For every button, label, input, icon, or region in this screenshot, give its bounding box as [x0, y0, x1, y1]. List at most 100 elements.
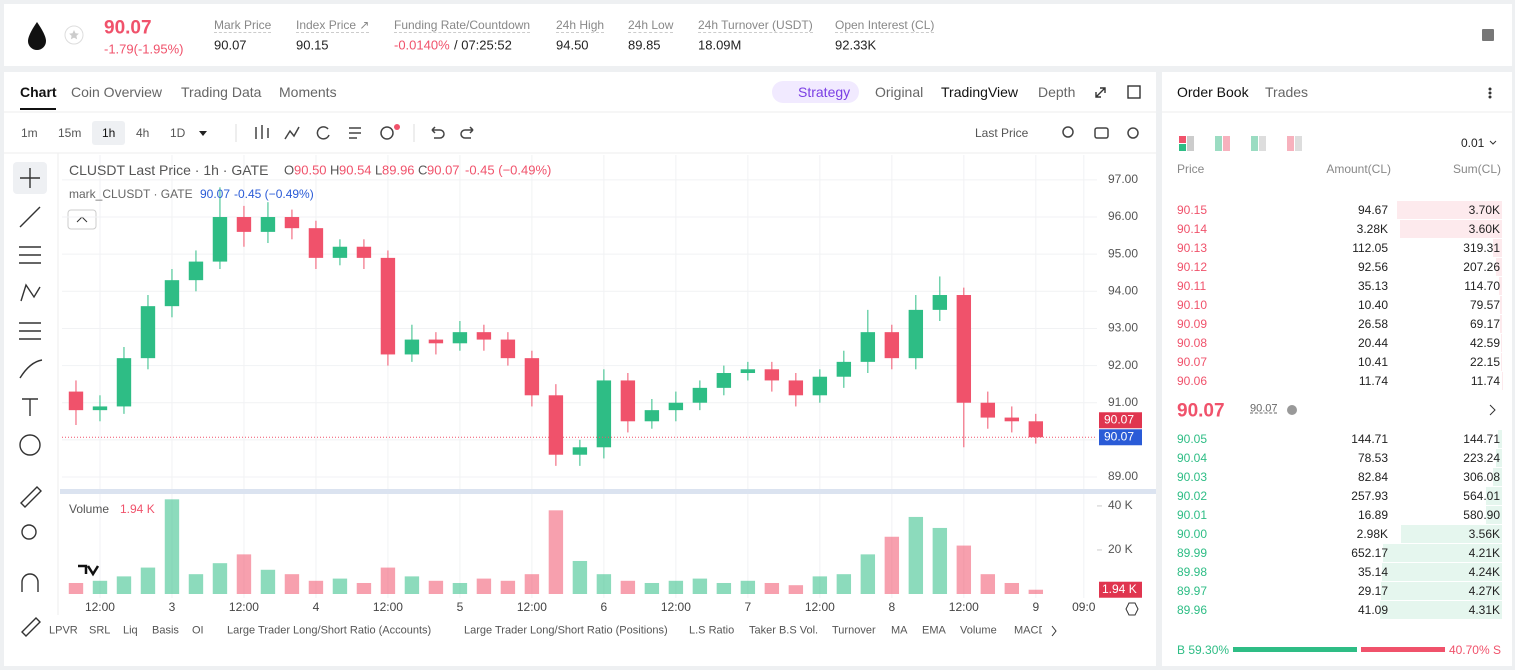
volume-bar: [236, 554, 252, 594]
view-icon[interactable]: [1287, 136, 1294, 151]
interval[interactable]: 1D: [170, 126, 186, 140]
book-icon[interactable]: [1482, 29, 1494, 41]
indicator-tab[interactable]: Taker B.S Vol.: [749, 624, 819, 637]
add-tool[interactable]: [380, 126, 394, 140]
camera-tool[interactable]: [1094, 127, 1109, 139]
line-tool[interactable]: [19, 206, 41, 228]
last-price-tag-label: 90.07: [1104, 412, 1134, 426]
collapse-button[interactable]: [67, 209, 97, 230]
stat-label: Mark Price: [214, 18, 272, 33]
view-tab[interactable]: Original: [875, 84, 924, 100]
indicator-tab[interactable]: MA: [891, 624, 908, 637]
book-price: 89.99: [1177, 546, 1208, 560]
view-icon[interactable]: [1295, 136, 1302, 151]
settings-tool[interactable]: [1127, 127, 1139, 139]
crosshair-tool[interactable]: [20, 168, 40, 188]
book-sum: 11.74: [1470, 374, 1500, 388]
search-tool[interactable]: [1062, 126, 1074, 138]
chart-tab[interactable]: Coin Overview: [71, 84, 163, 100]
view-tab[interactable]: Strategy: [798, 84, 851, 100]
tick-size[interactable]: 0.01: [1461, 136, 1485, 150]
undo-tool[interactable]: [431, 126, 445, 139]
indicator-tab[interactable]: Large Trader Long/Short Ratio (Accounts): [227, 624, 432, 637]
indicator-tab[interactable]: Liq: [123, 624, 138, 637]
depth-bar: [1499, 296, 1502, 314]
indicator-tab[interactable]: MACD: [1014, 625, 1042, 637]
indicator-tab[interactable]: Basis: [152, 624, 179, 637]
interval[interactable]: 1m: [21, 126, 38, 140]
fib-tool[interactable]: [19, 246, 41, 264]
x-tick-label: 5: [457, 600, 464, 614]
list-tool[interactable]: [349, 127, 361, 139]
view-icon[interactable]: [1223, 136, 1230, 151]
settings-hex[interactable]: [1125, 602, 1139, 616]
interval[interactable]: 15m: [58, 126, 82, 140]
depth-bar: [1495, 449, 1502, 467]
view-icon[interactable]: [1259, 136, 1266, 151]
window-icon[interactable]: [1127, 85, 1141, 99]
book-tab[interactable]: Trades: [1265, 84, 1309, 100]
depth-bar: [1397, 201, 1502, 219]
indicator-tab[interactable]: Volume: [960, 624, 997, 637]
x-tick-label: 12:00: [229, 600, 259, 614]
indicator-tab[interactable]: EMA: [922, 624, 946, 637]
book-sum: 319.31: [1463, 241, 1500, 255]
favorite-button[interactable]: [64, 25, 84, 45]
candles-tool[interactable]: [255, 125, 269, 139]
refresh-tool[interactable]: [316, 126, 330, 140]
pencil-tool[interactable]: [21, 617, 41, 637]
candle-body: [908, 309, 924, 359]
text-tool[interactable]: [22, 398, 38, 416]
brush-tool[interactable]: [19, 359, 43, 379]
book-amount: 82.84: [1357, 470, 1388, 484]
volume-bar: [644, 582, 660, 594]
projection-tool[interactable]: [19, 322, 41, 340]
indicator-tab[interactable]: L.S Ratio: [689, 624, 735, 637]
x-tick-label: 12:00: [373, 600, 403, 614]
column-header: Sum(CL): [1452, 162, 1501, 176]
mid-arrow[interactable]: [1489, 404, 1496, 416]
chart-tab[interactable]: Chart: [20, 84, 57, 100]
chart-tab[interactable]: Trading Data: [181, 84, 262, 100]
price-source[interactable]: Last Price: [975, 126, 1029, 140]
emoji-tool[interactable]: [19, 434, 41, 456]
indicator-tab[interactable]: SRL: [89, 624, 111, 637]
more-arrow[interactable]: [1051, 625, 1057, 637]
stat-value: 18.09M: [698, 37, 742, 53]
interval[interactable]: 1h: [102, 126, 116, 140]
volume-bar: [932, 527, 948, 594]
fullscreen-icon[interactable]: [1095, 87, 1106, 98]
stat-value: 92.33K: [835, 37, 877, 53]
tick-dropdown[interactable]: [1489, 140, 1497, 145]
view-icon[interactable]: [1251, 136, 1258, 151]
indicator-tab[interactable]: Large Trader Long/Short Ratio (Positions…: [464, 624, 668, 637]
pattern-tool[interactable]: [20, 283, 41, 302]
book-price: 90.07: [1177, 355, 1208, 369]
view-icon[interactable]: [1179, 144, 1186, 151]
view-tab[interactable]: Depth: [1038, 84, 1076, 100]
ohlc-value: 89.96: [382, 162, 415, 178]
view-icon[interactable]: [1187, 136, 1194, 151]
candle-body: [380, 257, 396, 355]
interval[interactable]: 4h: [136, 126, 150, 140]
book-sum: 4.21K: [1468, 546, 1500, 560]
volume-bar: [500, 580, 516, 594]
magnet-tool[interactable]: [21, 573, 39, 592]
view-tab[interactable]: TradingView: [941, 84, 1019, 100]
dropdown-arrow[interactable]: [199, 131, 207, 136]
book-tab[interactable]: Order Book: [1177, 84, 1249, 100]
zoom-tool[interactable]: [21, 524, 37, 540]
strategy-pill[interactable]: [772, 81, 859, 103]
book-price: 90.13: [1177, 241, 1208, 255]
candle-body: [740, 369, 756, 374]
last-price: 90.07: [104, 17, 152, 39]
indicator-tab[interactable]: LPVR: [49, 624, 78, 637]
indicator-tool[interactable]: [284, 126, 300, 140]
ruler-tool[interactable]: [20, 486, 42, 508]
view-icon[interactable]: [1215, 136, 1222, 151]
redo-tool[interactable]: [460, 126, 474, 139]
view-icon[interactable]: [1179, 136, 1186, 143]
indicator-tab[interactable]: Turnover: [832, 624, 876, 637]
chart-tab[interactable]: Moments: [279, 84, 337, 100]
indicator-tab[interactable]: OI: [192, 624, 204, 637]
